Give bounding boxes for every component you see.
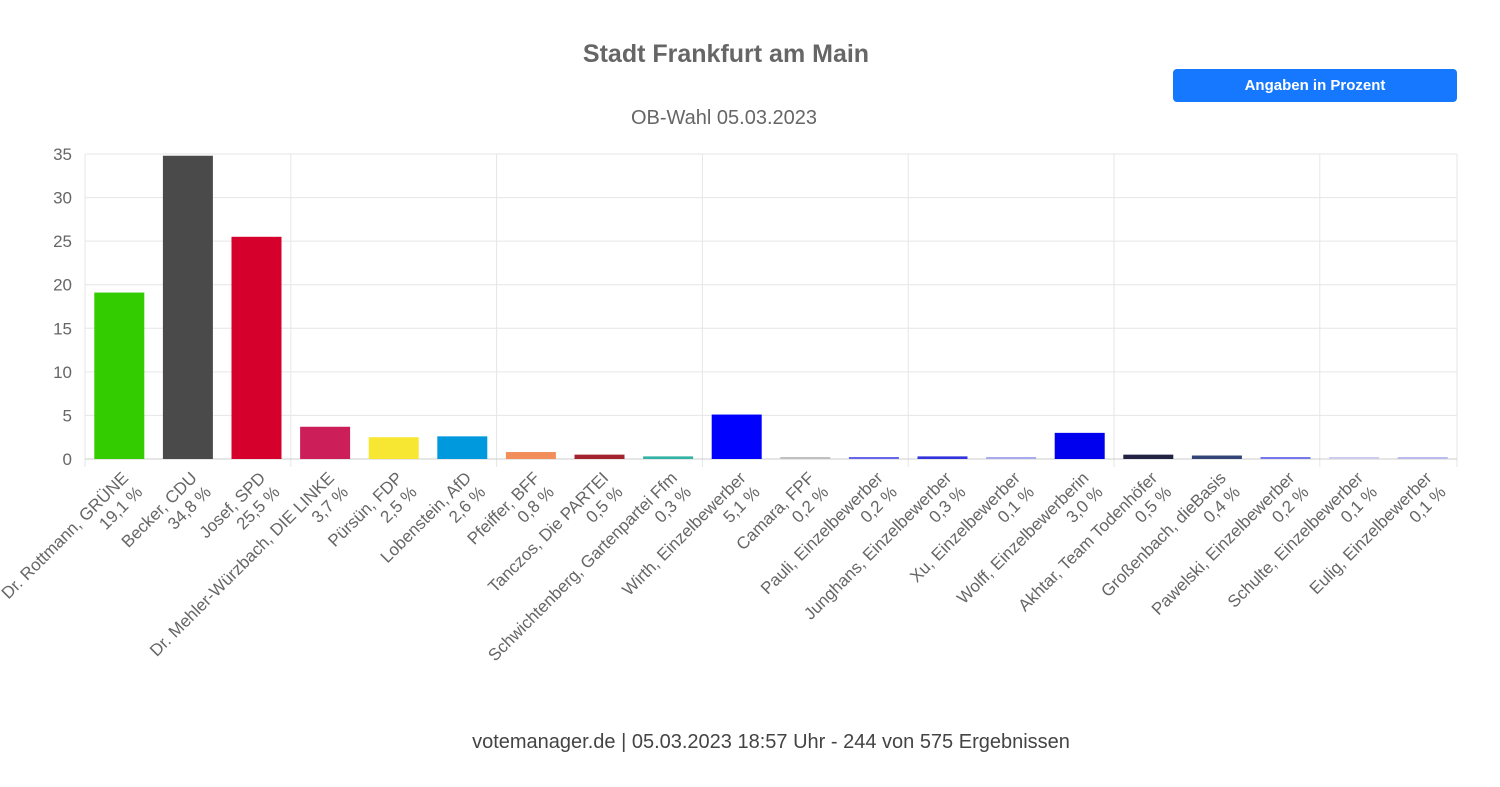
bar-7[interactable] (505, 452, 556, 459)
bar-20[interactable] (1397, 457, 1448, 459)
bar-15[interactable] (1054, 432, 1105, 459)
y-tick-label: 25 (53, 232, 72, 251)
bar-9[interactable] (643, 456, 694, 459)
chart-title: Stadt Frankfurt am Main (582, 40, 870, 68)
bar-18[interactable] (1260, 457, 1311, 459)
y-tick-label: 10 (53, 363, 72, 382)
y-tick-label: 15 (53, 319, 72, 338)
bar-19[interactable] (1329, 457, 1380, 459)
bar-4[interactable] (300, 426, 351, 459)
chart-subtitle: OB-Wahl 05.03.2023 (630, 107, 818, 129)
bar-3[interactable] (231, 236, 282, 459)
bar-14[interactable] (986, 457, 1037, 459)
bar-5[interactable] (368, 437, 419, 459)
category-label: Dr. Rottmann, GRÜNE (0, 468, 132, 602)
bar-8[interactable] (574, 454, 625, 459)
y-axis: 0 5 10 15 20 25 30 35 (53, 145, 72, 469)
y-tick-label: 5 (63, 406, 72, 425)
chart-bars (94, 155, 1448, 459)
percent-toggle-button[interactable]: Angaben in Prozent (1173, 69, 1457, 102)
bar-16[interactable] (1123, 454, 1174, 459)
bar-13[interactable] (917, 456, 968, 459)
footer-source: votemanager.de | 05.03.2023 18:57 Uhr - … (472, 731, 1070, 753)
bar-12[interactable] (848, 457, 899, 459)
bar-2[interactable] (162, 155, 213, 459)
y-tick-label: 0 (63, 450, 72, 469)
bar-17[interactable] (1191, 455, 1242, 459)
y-tick-label: 30 (53, 189, 72, 208)
bar-6[interactable] (437, 436, 488, 459)
y-tick-label: 20 (53, 276, 72, 295)
bar-10[interactable] (711, 414, 762, 459)
chart-grid (84, 153, 1458, 467)
bar-1[interactable] (94, 292, 145, 459)
bar-11[interactable] (780, 457, 831, 459)
y-tick-label: 35 (53, 145, 72, 164)
